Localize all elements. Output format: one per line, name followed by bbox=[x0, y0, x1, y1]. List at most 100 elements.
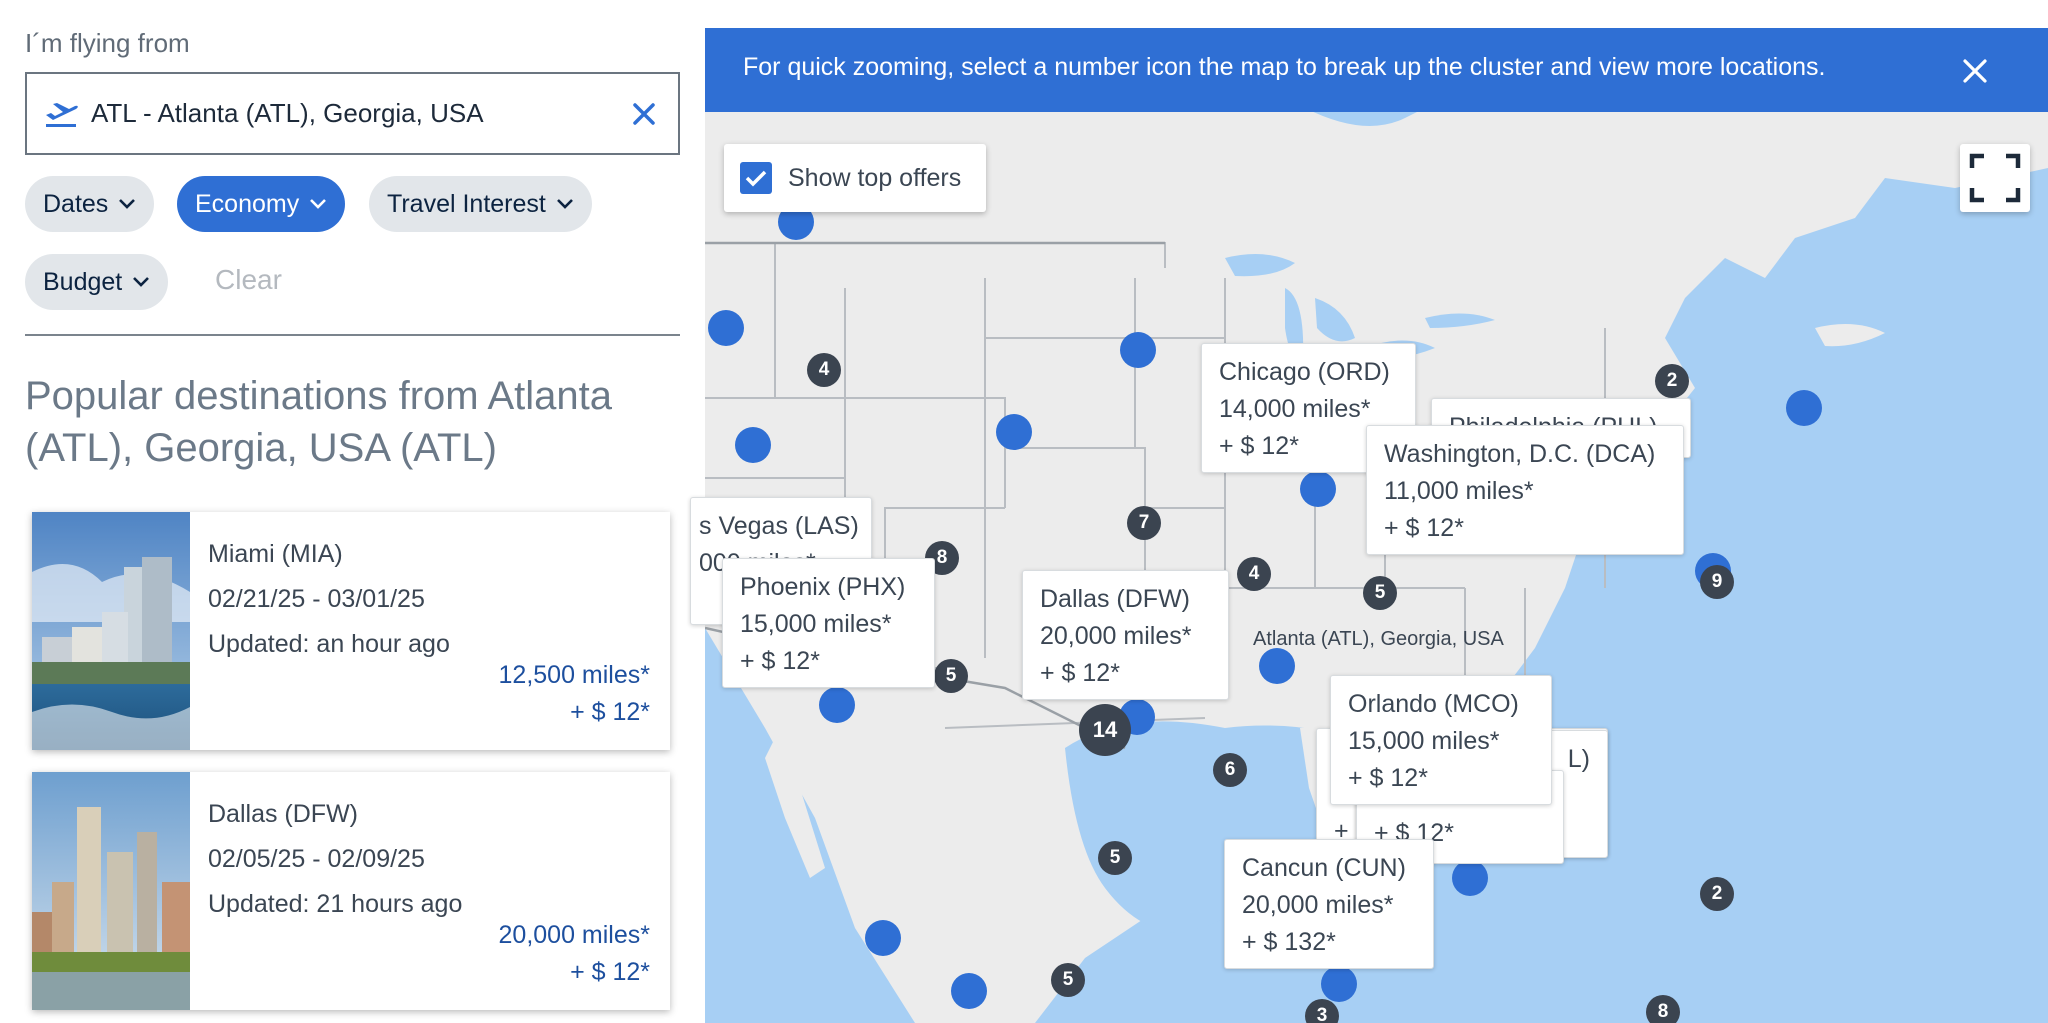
cluster-marker[interactable]: 2 bbox=[1700, 877, 1734, 911]
destination-pin[interactable] bbox=[819, 687, 855, 723]
banner-message: For quick zooming, select a number icon … bbox=[743, 53, 1826, 81]
map-tip-phoenix[interactable]: Phoenix (PHX) 15,000 miles* + $ 12* bbox=[722, 558, 935, 688]
card-tax: + $ 12* bbox=[570, 698, 650, 726]
fullscreen-icon bbox=[1969, 153, 2021, 203]
show-top-offers-label: Show top offers bbox=[788, 163, 962, 192]
show-top-offers-toggle[interactable]: Show top offers bbox=[724, 144, 986, 212]
card-dates: 02/21/25 - 03/01/25 bbox=[208, 585, 425, 613]
tip-miles: 14,000 miles* bbox=[1219, 395, 1371, 423]
tip-tax: + $ 132* bbox=[1242, 928, 1336, 956]
cluster-marker[interactable]: 5 bbox=[1098, 841, 1132, 875]
origin-input[interactable]: ATL - Atlanta (ATL), Georgia, USA bbox=[25, 72, 680, 155]
search-panel: I´m flying from ATL - Atlanta (ATL), Geo… bbox=[0, 0, 705, 1023]
tip-tax: + bbox=[1334, 817, 1349, 845]
destination-pin[interactable] bbox=[735, 427, 771, 463]
destination-pin[interactable] bbox=[1120, 332, 1156, 368]
tip-tax: + $ 12* bbox=[1219, 432, 1299, 460]
cluster-marker[interactable]: 14 bbox=[1079, 704, 1131, 756]
close-icon[interactable] bbox=[1960, 56, 1990, 86]
map-tip-dallas[interactable]: Dallas (DFW) 20,000 miles* + $ 12* bbox=[1022, 570, 1229, 700]
destination-pin[interactable] bbox=[708, 310, 744, 346]
tip-city: L) bbox=[1567, 745, 1590, 773]
chevron-down-icon bbox=[133, 277, 150, 287]
dates-filter[interactable]: Dates bbox=[25, 176, 155, 232]
dates-filter-label: Dates bbox=[43, 189, 109, 218]
card-updated: Updated: an hour ago bbox=[208, 630, 450, 658]
budget-filter-label: Budget bbox=[43, 267, 123, 296]
cluster-marker[interactable]: 6 bbox=[1213, 753, 1247, 787]
plane-departure-icon bbox=[46, 103, 78, 127]
destination-pin[interactable] bbox=[1321, 966, 1357, 1002]
cluster-marker[interactable]: 3 bbox=[1305, 999, 1339, 1023]
budget-filter[interactable]: Budget bbox=[25, 254, 169, 310]
tip-city: Washington, D.C. (DCA) bbox=[1384, 440, 1656, 468]
cabin-filter-label: Economy bbox=[195, 189, 300, 218]
destination-pin[interactable] bbox=[1300, 471, 1336, 507]
card-price: 20,000 miles* + $ 12* bbox=[499, 917, 650, 991]
tip-city: Chicago (ORD) bbox=[1219, 358, 1390, 386]
cluster-marker[interactable]: 5 bbox=[1051, 963, 1085, 997]
map-tip-orlando[interactable]: Orlando (MCO) 15,000 miles* + $ 12* bbox=[1330, 675, 1552, 805]
clear-origin-icon[interactable] bbox=[628, 98, 660, 130]
card-tax: + $ 12* bbox=[570, 958, 650, 986]
destination-pin[interactable] bbox=[1786, 390, 1822, 426]
chevron-down-icon bbox=[119, 199, 136, 209]
cluster-marker[interactable]: 9 bbox=[1700, 565, 1734, 599]
destination-pin[interactable] bbox=[996, 414, 1032, 450]
dallas-photo bbox=[32, 772, 190, 1010]
card-price: 12,500 miles* + $ 12* bbox=[499, 657, 650, 731]
card-city: Miami (MIA) bbox=[208, 540, 343, 568]
destination-pin[interactable] bbox=[865, 920, 901, 956]
cluster-marker[interactable]: 2 bbox=[1655, 364, 1689, 398]
card-city: Dallas (DFW) bbox=[208, 800, 358, 828]
card-miles: 20,000 miles* bbox=[498, 921, 650, 949]
destination-pin[interactable] bbox=[951, 973, 987, 1009]
cluster-marker[interactable]: 4 bbox=[1237, 557, 1271, 591]
tip-city: Phoenix (PHX) bbox=[740, 573, 906, 601]
tip-city: Orlando (MCO) bbox=[1348, 690, 1519, 718]
miami-photo bbox=[32, 512, 190, 750]
tip-city: Cancun (CUN) bbox=[1242, 854, 1406, 882]
tip-miles: 15,000 miles* bbox=[740, 610, 892, 638]
show-top-offers-checkbox[interactable] bbox=[740, 162, 772, 194]
zoom-info-banner: For quick zooming, select a number icon … bbox=[705, 28, 2048, 112]
tip-city: Dallas (DFW) bbox=[1040, 585, 1190, 613]
cluster-marker[interactable]: 7 bbox=[1127, 506, 1161, 540]
tip-city: s Vegas (LAS) bbox=[699, 512, 859, 540]
card-miles: 12,500 miles* bbox=[498, 661, 650, 689]
tip-miles: 20,000 miles* bbox=[1242, 891, 1394, 919]
cluster-marker[interactable]: 5 bbox=[934, 659, 968, 693]
divider bbox=[25, 334, 680, 336]
tip-miles: 20,000 miles* bbox=[1040, 622, 1192, 650]
cluster-marker[interactable]: 4 bbox=[807, 353, 841, 387]
tip-tax: + $ 12* bbox=[1348, 764, 1428, 792]
chevron-down-icon bbox=[556, 199, 573, 209]
tip-miles: 11,000 miles* bbox=[1384, 477, 1534, 505]
card-updated: Updated: 21 hours ago bbox=[208, 890, 463, 918]
clear-filters-link[interactable]: Clear bbox=[215, 264, 282, 295]
origin-map-label: Atlanta (ATL), Georgia, USA bbox=[1253, 628, 1504, 650]
from-label: I´m flying from bbox=[25, 28, 190, 58]
card-dates: 02/05/25 - 02/09/25 bbox=[208, 845, 425, 873]
destination-pin[interactable] bbox=[1452, 860, 1488, 896]
tip-tax: + $ 12* bbox=[740, 647, 820, 675]
card-info: Dallas (DFW) 02/05/25 - 02/09/25 Updated… bbox=[208, 792, 462, 927]
tip-tax: + $ 12* bbox=[1040, 659, 1120, 687]
map-tip-washington[interactable]: Washington, D.C. (DCA) 11,000 miles* + $… bbox=[1366, 425, 1684, 555]
map-tip-cancun[interactable]: Cancun (CUN) 20,000 miles* + $ 132* bbox=[1224, 839, 1434, 969]
travel-interest-filter[interactable]: Travel Interest bbox=[369, 176, 592, 232]
checkmark-icon bbox=[745, 170, 767, 187]
cluster-marker[interactable]: 8 bbox=[1646, 995, 1680, 1023]
destination-pin-atlanta[interactable] bbox=[1259, 648, 1295, 684]
card-info: Miami (MIA) 02/21/25 - 03/01/25 Updated:… bbox=[208, 532, 450, 667]
destination-card-dallas[interactable]: Dallas (DFW) 02/05/25 - 02/09/25 Updated… bbox=[32, 772, 670, 1010]
cluster-marker[interactable]: 5 bbox=[1363, 576, 1397, 610]
origin-value: ATL - Atlanta (ATL), Georgia, USA bbox=[91, 98, 484, 128]
tip-tax: + $ 12* bbox=[1384, 514, 1464, 542]
destination-card-miami[interactable]: Miami (MIA) 02/21/25 - 03/01/25 Updated:… bbox=[32, 512, 670, 750]
cabin-filter[interactable]: Economy bbox=[177, 176, 346, 232]
tip-miles: 15,000 miles* bbox=[1348, 727, 1500, 755]
fullscreen-button[interactable] bbox=[1960, 144, 2030, 212]
travel-interest-label: Travel Interest bbox=[387, 189, 546, 218]
chevron-down-icon bbox=[310, 199, 327, 209]
